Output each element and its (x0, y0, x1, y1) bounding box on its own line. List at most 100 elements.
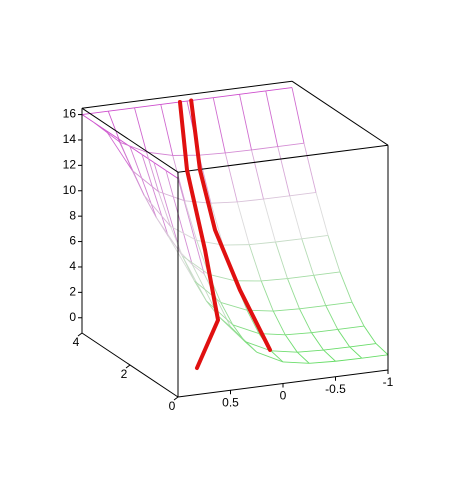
surface-mesh (240, 91, 266, 94)
surface-mesh (135, 108, 147, 152)
y-tick-label: 2 (121, 367, 128, 381)
surface-mesh (350, 347, 362, 358)
surface-mesh (292, 88, 304, 144)
x-tick-label: -1 (383, 375, 394, 389)
surface-mesh (304, 143, 316, 192)
surface-mesh (278, 143, 304, 146)
surface-mesh (273, 311, 285, 335)
surface-mesh (350, 344, 376, 347)
surface-mesh (273, 309, 299, 311)
surface-mesh (271, 351, 297, 352)
x-tick-label: 0.5 (222, 395, 239, 409)
surface-mesh (288, 279, 300, 309)
surface-mesh (161, 101, 187, 104)
surface-mesh (276, 239, 302, 242)
surface-mesh (340, 272, 352, 302)
surface-mesh (144, 196, 170, 227)
surface-mesh (300, 306, 326, 309)
surface-mesh (261, 279, 287, 281)
z-tick-label: 6 (69, 234, 76, 248)
surface-mesh (144, 196, 156, 218)
surface-mesh (290, 196, 302, 239)
surface-mesh (266, 88, 292, 91)
surface-mesh (237, 202, 249, 245)
surface-mesh (159, 192, 185, 201)
surface-mesh (309, 361, 335, 363)
surface-mesh (364, 326, 376, 344)
surface-mesh (199, 153, 225, 155)
surface-mesh (233, 325, 245, 342)
z-tick-label: 0 (69, 310, 76, 324)
surface-mesh (362, 355, 388, 358)
y-tick-label: 0 (169, 399, 176, 413)
surface-mesh (132, 170, 144, 195)
surface-mesh (245, 341, 257, 352)
surface-mesh (161, 104, 173, 155)
surface-mesh (290, 192, 316, 195)
surface-mesh (297, 352, 309, 363)
surface-mesh (288, 275, 314, 278)
z-tick-label: 2 (69, 285, 76, 299)
x-tick-label: -0.5 (325, 382, 346, 396)
surface-mesh (338, 326, 364, 329)
surface-mesh (283, 362, 309, 363)
surface-mesh (302, 235, 328, 238)
surface-mesh (326, 302, 352, 305)
z-tick-label: 8 (69, 208, 76, 222)
box-edge (82, 81, 292, 108)
surface-mesh (237, 199, 263, 202)
surface-mesh (264, 196, 290, 199)
surface-mesh (252, 147, 278, 150)
surface-mesh (135, 104, 161, 107)
surface-mesh (352, 302, 364, 326)
surface-mesh (257, 352, 283, 362)
surface-mesh (324, 350, 336, 361)
surface-mesh (336, 358, 362, 361)
surface-mesh (173, 155, 185, 200)
curve (191, 101, 270, 350)
surface-mesh (195, 281, 207, 301)
surface-mesh (213, 98, 225, 153)
surface-mesh (285, 335, 297, 352)
surface-mesh (285, 333, 311, 335)
surface-mesh (219, 316, 245, 341)
surface-mesh (213, 94, 239, 97)
surface-mesh (328, 235, 340, 272)
surface-mesh (314, 272, 340, 275)
surface-mesh (82, 115, 94, 123)
x-tick-label: 0 (280, 389, 287, 403)
surface-mesh (209, 274, 235, 280)
surface-mesh (326, 306, 338, 330)
box-edge (292, 81, 388, 145)
surface-mesh (266, 91, 278, 147)
surface-mesh (324, 347, 350, 350)
surface-mesh (312, 329, 338, 332)
surface-mesh (106, 131, 132, 171)
surface-mesh (376, 344, 388, 355)
surface-mesh (312, 333, 324, 350)
z-tick-label: 4 (69, 259, 76, 273)
surface-mesh (249, 242, 275, 245)
z-tick-label: 12 (63, 158, 77, 172)
surface-mesh (82, 111, 108, 114)
z-tick-label: 16 (63, 107, 77, 121)
surface-mesh (249, 245, 261, 281)
surface-mesh (300, 309, 312, 333)
surface-mesh (195, 281, 221, 302)
surface-mesh (276, 242, 288, 279)
surface-mesh (225, 153, 237, 202)
surface-mesh (240, 94, 252, 150)
z-tick-label: 14 (63, 132, 77, 146)
surface-mesh (108, 108, 134, 111)
y-tick-label: 4 (73, 335, 80, 349)
surface-mesh (225, 150, 251, 153)
surface-mesh (338, 329, 350, 347)
z-tick-label: 10 (63, 183, 77, 197)
surface-mesh (211, 202, 237, 203)
surface-mesh (252, 150, 264, 199)
surface-mesh (297, 350, 323, 352)
surface-mesh (302, 239, 314, 276)
surface-mesh (278, 147, 290, 196)
surface-mesh (316, 192, 328, 235)
